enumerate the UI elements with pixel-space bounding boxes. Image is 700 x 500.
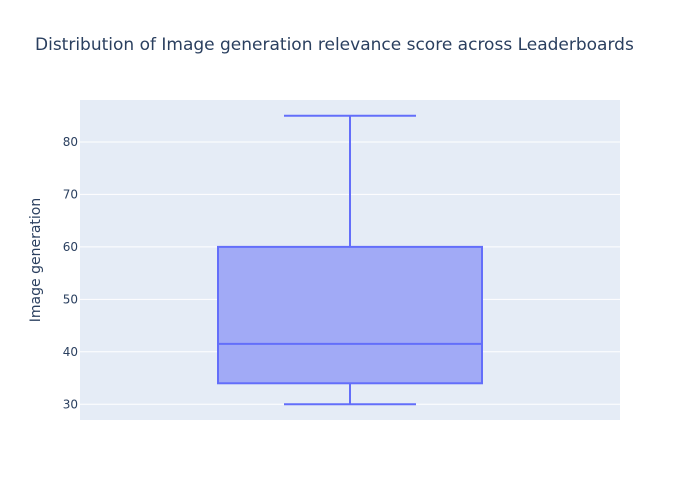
y-tick-label: 70	[63, 187, 78, 201]
box-series	[217, 114, 483, 406]
interquartile-box	[217, 245, 483, 385]
y-tick-label: 30	[63, 397, 78, 411]
y-tick-label: 80	[63, 135, 78, 149]
y-tick-label: 40	[63, 345, 78, 359]
y-axis-ticks: 30 40 50 60 70 80	[63, 135, 78, 411]
y-tick-label: 50	[63, 292, 78, 306]
y-axis-title: Image generation	[28, 198, 44, 322]
y-tick-label: 60	[63, 240, 78, 254]
chart-title: Distribution of Image generation relevan…	[35, 35, 634, 55]
